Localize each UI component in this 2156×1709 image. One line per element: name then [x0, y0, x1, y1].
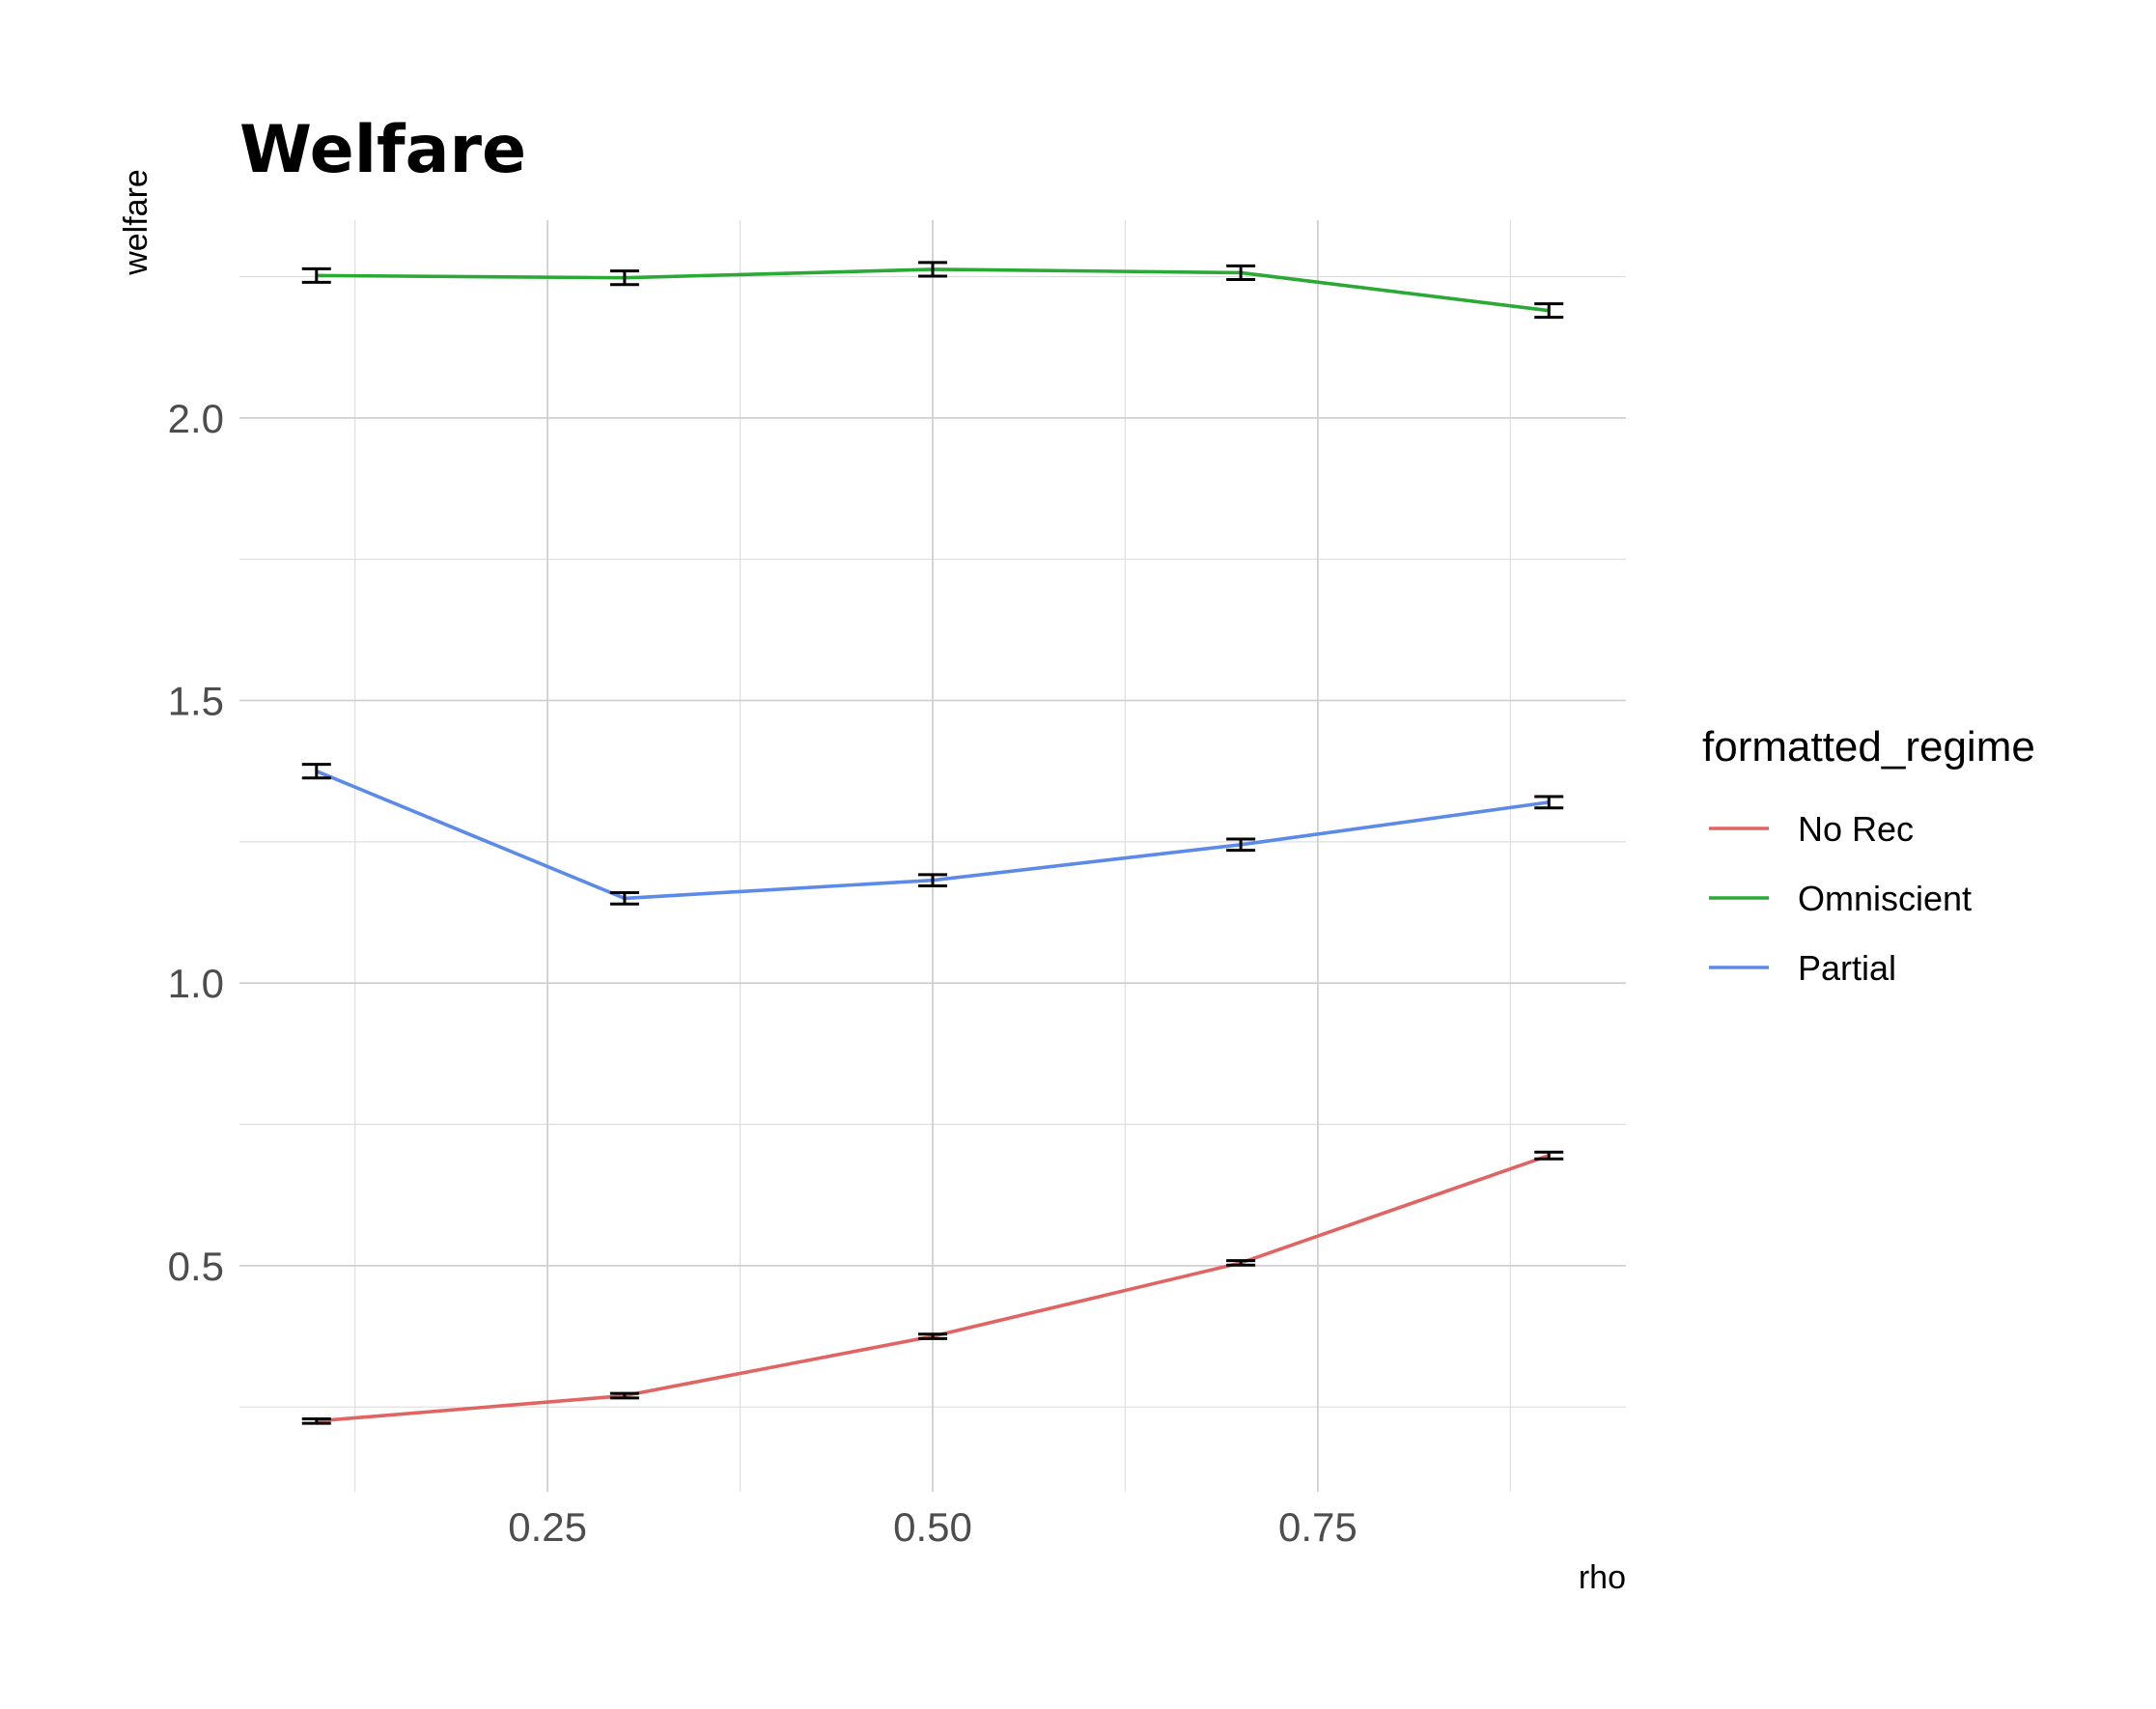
error-bar	[301, 266, 331, 284]
error-bar	[1534, 795, 1564, 810]
error-bar	[301, 763, 331, 780]
major-gridlines	[239, 220, 1626, 1492]
error-bar	[609, 269, 639, 287]
legend: formatted_regime No Rec Omniscient Partial	[1702, 723, 2035, 988]
legend-label: Omniscient	[1798, 879, 1972, 918]
error-bar	[1534, 1150, 1564, 1161]
legend-title: formatted_regime	[1702, 723, 2035, 770]
y-tick-label: 1.5	[168, 679, 224, 724]
x-axis-label: rho	[1579, 1559, 1626, 1596]
error-bar	[301, 1416, 331, 1425]
y-tick-label: 2.0	[168, 396, 224, 441]
error-bar	[918, 261, 947, 278]
x-tick-label: 0.50	[893, 1504, 972, 1550]
y-axis-ticks: 0.5 1.0 1.5 2.0	[168, 396, 224, 1289]
chart-title: Welfare	[239, 112, 526, 188]
error-bars	[301, 261, 1564, 1425]
error-bar	[918, 1332, 947, 1340]
x-axis-ticks: 0.25 0.50 0.75	[508, 1504, 1358, 1550]
legend-label: No Rec	[1798, 809, 1914, 849]
y-tick-label: 0.5	[168, 1244, 224, 1289]
error-bar	[609, 891, 639, 906]
legend-item: Omniscient	[1709, 879, 1972, 918]
error-bar	[1226, 264, 1256, 281]
error-bar	[1226, 837, 1256, 853]
error-bar	[609, 1391, 639, 1400]
y-axis-label: welfare	[118, 169, 154, 276]
error-bar	[1534, 302, 1564, 320]
x-tick-label: 0.75	[1278, 1504, 1358, 1550]
y-tick-label: 1.0	[168, 961, 224, 1006]
x-tick-label: 0.25	[508, 1504, 587, 1550]
legend-label: Partial	[1798, 948, 1896, 988]
error-bar	[918, 873, 947, 888]
legend-item: Partial	[1709, 948, 1896, 988]
legend-item: No Rec	[1709, 809, 1914, 849]
error-bar	[1226, 1259, 1256, 1267]
legend-items: No Rec Omniscient Partial	[1709, 809, 1972, 988]
